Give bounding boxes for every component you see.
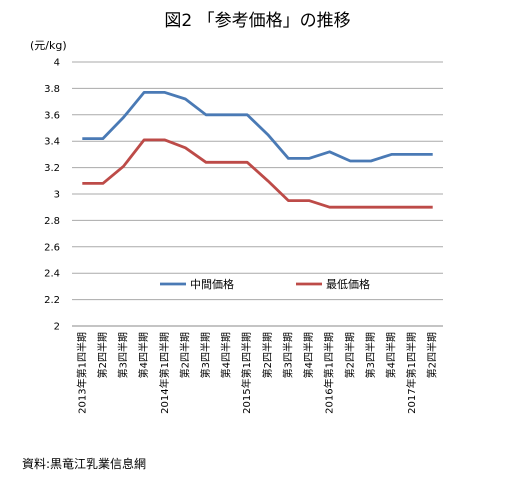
series-lines [82, 91, 433, 209]
x-tick-label: 第3四半期 [281, 332, 294, 378]
y-tick-label: 3.6 [44, 110, 60, 121]
y-tick-label: 2.8 [44, 216, 60, 227]
x-tick-label: 第3四半期 [117, 332, 130, 378]
legend-label: 最低価格 [326, 277, 370, 291]
x-tick-label: 第2四半期 [426, 332, 439, 378]
x-tick-label: 第2四半期 [178, 332, 191, 378]
gridlines [72, 61, 443, 327]
x-tick-label: 第2四半期 [261, 332, 274, 378]
x-tick-label: 2013年第1四半期 [75, 332, 88, 414]
x-tick-label: 第4四半期 [137, 332, 150, 378]
y-axis-unit-label: (元/kg) [30, 39, 67, 52]
x-tick-label: 第3四半期 [199, 332, 212, 378]
legend-label: 中間価格 [190, 277, 234, 291]
y-tick-label: 3.2 [44, 163, 60, 174]
x-tick-label: 第4四半期 [384, 332, 397, 378]
x-tick-label: 2015年第1四半期 [240, 332, 253, 414]
y-tick-label: 2 [54, 322, 60, 333]
source-note: 資料:黒竜江乳業信息網 [22, 457, 147, 471]
x-tick-label: 2016年第1四半期 [323, 332, 336, 414]
x-tick-label: 2017年第1四半期 [405, 332, 418, 414]
y-tick-label: 3.8 [44, 84, 60, 95]
series-line [82, 138, 433, 209]
y-axis-ticks: 2 2.2 2.4 2.6 2.8 3 3.2 3.4 3.6 3.8 4 [44, 58, 60, 333]
y-tick-label: 3 [54, 190, 60, 201]
y-tick-label: 2.2 [44, 295, 60, 306]
chart-title: 図2 「参考価格」の推移 [164, 11, 351, 31]
series-line [82, 91, 433, 163]
x-tick-label: 第2四半期 [343, 332, 356, 378]
x-tick-label: 第3四半期 [364, 332, 377, 378]
x-axis-ticks: 2013年第1四半期 第2四半期 第3四半期 第4四半期 2014年第1四半期 第2四半期… [75, 332, 438, 414]
y-tick-label: 2.4 [44, 269, 60, 280]
x-tick-label: 2014年第1四半期 [158, 332, 171, 414]
x-tick-label: 第2四半期 [96, 332, 109, 378]
y-tick-label: 2.6 [44, 242, 60, 253]
x-tick-label: 第4四半期 [220, 332, 233, 378]
y-tick-label: 3.4 [44, 137, 60, 148]
y-tick-label: 4 [54, 58, 60, 69]
x-tick-label: 第4四半期 [302, 332, 315, 378]
legend: 中間価格 最低価格 [160, 277, 370, 291]
